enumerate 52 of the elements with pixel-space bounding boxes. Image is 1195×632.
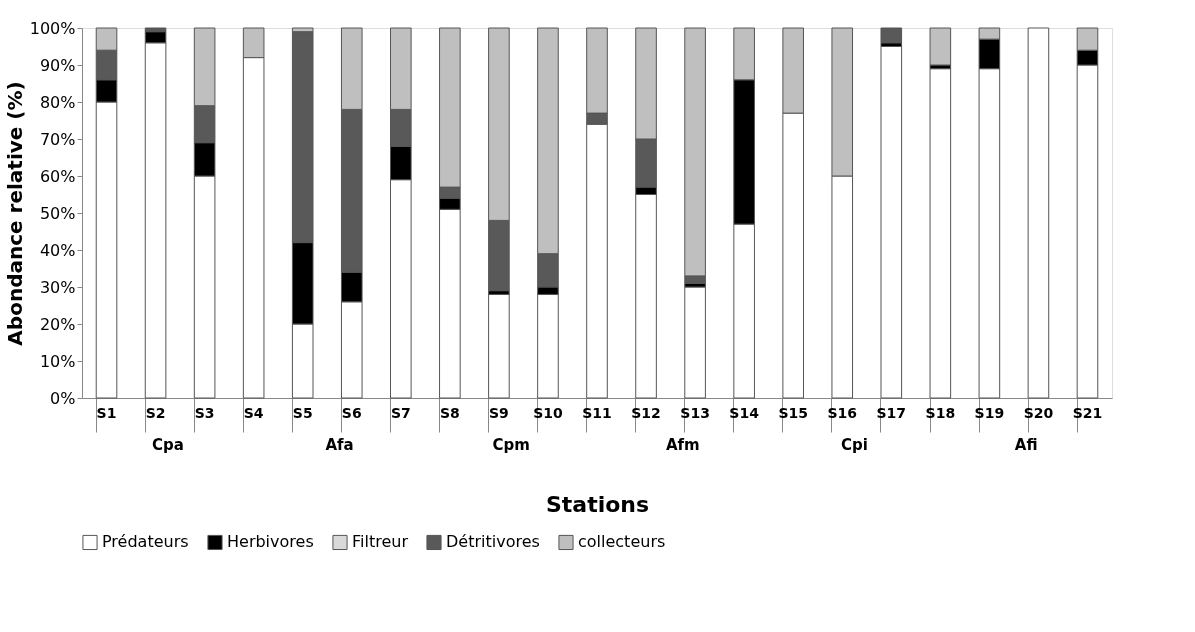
x-tick-label: S4 (243, 404, 264, 421)
x-tick-label: S17 (876, 404, 907, 421)
y-tick-label: 100% (29, 18, 76, 38)
x-tick-label: S3 (194, 404, 215, 421)
y-tick-label: 20% (39, 314, 76, 334)
x-tick-label: S21 (1072, 404, 1103, 421)
x-tick-label: S11 (582, 404, 612, 421)
legend-label: collecteurs (578, 532, 666, 552)
x-tick-label: S16 (827, 404, 858, 421)
y-tick-label: 40% (39, 240, 76, 260)
x-tick-label: S14 (729, 404, 760, 421)
text: Afi (1014, 436, 1038, 454)
x-tick-label: S1 (96, 404, 117, 421)
y-axis-title: Abondance relative (%) (2, 81, 27, 346)
bar (929, 68, 952, 399)
x-tick-label: S12 (631, 404, 661, 421)
text: Cpi (841, 436, 868, 454)
x-tick-label: S20 (1023, 404, 1054, 421)
text: Cpm (492, 436, 530, 454)
x-tick-label: S9 (488, 404, 509, 421)
y-tick-label: 30% (39, 277, 76, 297)
x-tick-label: S6 (341, 404, 362, 421)
x-tick-label: S15 (778, 404, 808, 421)
legend-label: Herbivores (227, 532, 314, 552)
text: Afm (665, 436, 700, 454)
bar (929, 27, 952, 66)
y-tick-label: 90% (39, 55, 76, 75)
legend-label: Filtreur (352, 532, 409, 552)
legend-label: Détritivores (446, 532, 540, 552)
bar (1027, 27, 1050, 399)
x-tick-label: S5 (292, 404, 313, 421)
text: Afa (325, 436, 354, 454)
x-tick-label: S19 (974, 404, 1005, 421)
bar (684, 286, 706, 399)
legend-label: Prédateurs (102, 532, 189, 552)
x-tick-label: S13 (680, 404, 710, 421)
y-tick-label: 70% (39, 129, 76, 149)
x-tick-label: S7 (390, 404, 411, 421)
y-tick-label: 0% (50, 388, 76, 408)
x-axis-title: Stations (545, 492, 650, 517)
x-tick-label: S10 (533, 404, 563, 421)
bar (880, 27, 903, 44)
text: Cpa (151, 436, 184, 454)
x-tick-label: S8 (439, 404, 460, 421)
y-tick-label: 60% (39, 166, 76, 186)
bar (488, 293, 510, 399)
y-tick-label: 10% (39, 351, 76, 371)
x-tick-label: S18 (925, 404, 956, 421)
y-tick-label: 50% (39, 203, 76, 223)
x-tick-label: S2 (145, 404, 166, 421)
y-tick-label: 80% (39, 92, 76, 112)
bar (880, 46, 903, 399)
